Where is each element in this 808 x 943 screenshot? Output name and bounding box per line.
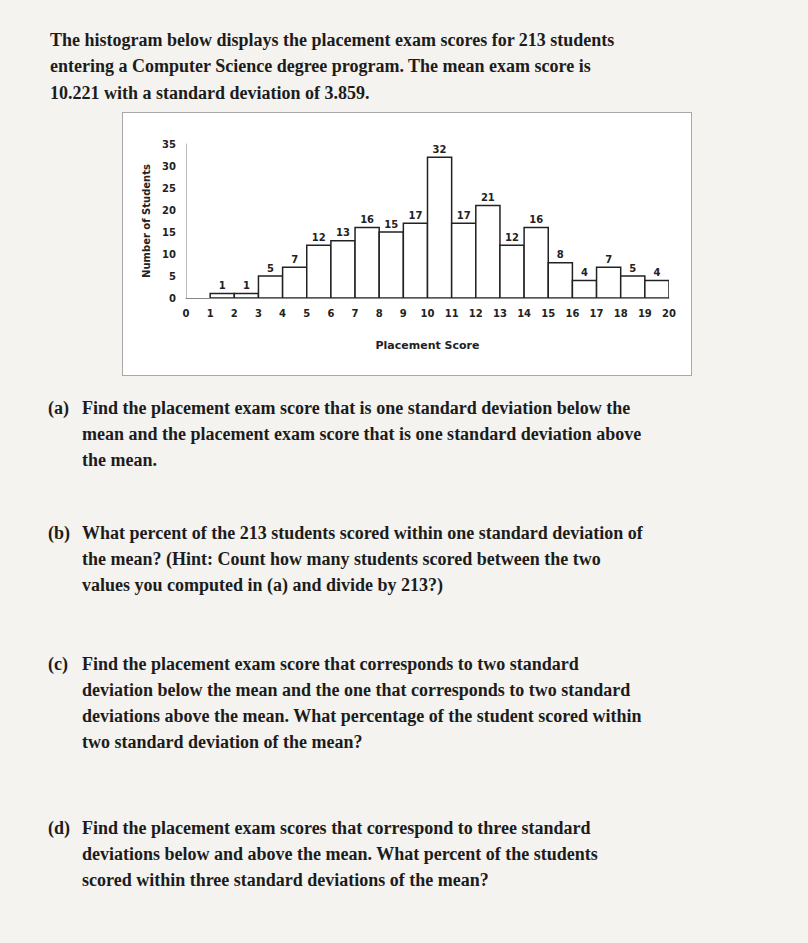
html-text:the mean? (Hint: Count how man: the mean? (Hint: Count how many students… [82, 549, 601, 569]
svg-text:21: 21 [481, 192, 495, 203]
html-text:What percent of the 213 studen: What percent of the 213 students scored … [82, 523, 643, 543]
svg-text:4: 4 [279, 308, 286, 319]
svg-text:11: 11 [445, 308, 459, 319]
html-text:deviations below and above the: deviations below and above the mean. Wha… [82, 844, 598, 864]
svg-text:5: 5 [303, 308, 310, 319]
svg-text:Placement Score: Placement Score [376, 339, 480, 352]
svg-text:3: 3 [255, 308, 262, 319]
svg-text:1: 1 [219, 280, 226, 291]
svg-text:6: 6 [327, 308, 334, 319]
svg-text:8: 8 [557, 249, 564, 260]
html-text:scored within three standard d: scored within three standard deviations … [82, 870, 489, 890]
html-text:10.221 with a standard deviati: 10.221 with a standard deviation of 3.85… [50, 83, 370, 103]
svg-text:16: 16 [360, 214, 374, 225]
svg-text:16: 16 [565, 308, 579, 319]
html-text:mean and the placement exam sc: mean and the placement exam score that i… [82, 424, 642, 444]
svg-text:13: 13 [336, 227, 350, 238]
svg-text:8: 8 [376, 308, 383, 319]
svg-text:16: 16 [529, 214, 543, 225]
svg-text:15: 15 [162, 227, 176, 238]
svg-text:30: 30 [162, 161, 176, 172]
svg-text:1: 1 [207, 308, 214, 319]
html-text:two standard deviation of the: two standard deviation of the mean? [82, 732, 363, 752]
svg-text:9: 9 [400, 308, 407, 319]
svg-text:0: 0 [169, 293, 176, 304]
svg-text:15: 15 [384, 219, 398, 230]
html-text:entering a Computer Science de: entering a Computer Science degree progr… [50, 56, 591, 76]
svg-text:10: 10 [421, 308, 435, 319]
html-text:(d): (d) [48, 818, 70, 838]
svg-text:17: 17 [590, 308, 604, 319]
svg-text:10: 10 [162, 249, 176, 260]
html-text:deviations above the mean. Wha: deviations above the mean. What percenta… [82, 706, 642, 726]
svg-text:5: 5 [629, 263, 636, 274]
html-text:(c): (c) [48, 654, 68, 674]
svg-text:13: 13 [493, 308, 507, 319]
svg-text:7: 7 [291, 254, 298, 265]
svg-text:7: 7 [352, 308, 359, 319]
svg-text:7: 7 [605, 254, 612, 265]
html-text:deviation below the mean and t: deviation below the mean and the one tha… [82, 680, 631, 700]
svg-text:18: 18 [614, 308, 628, 319]
svg-text:20: 20 [662, 308, 676, 319]
html-text:Find the placement exam score: Find the placement exam score that corre… [82, 654, 579, 674]
svg-text:15: 15 [541, 308, 555, 319]
svg-text:14: 14 [517, 308, 531, 319]
svg-text:25: 25 [162, 183, 176, 194]
svg-text:20: 20 [162, 205, 176, 216]
html-text:Find the placement exam scores: Find the placement exam scores that corr… [82, 818, 591, 838]
svg-text:4: 4 [653, 267, 660, 278]
svg-text:32: 32 [433, 144, 447, 155]
html-text:(b): (b) [48, 523, 70, 543]
svg-text:12: 12 [505, 232, 519, 243]
svg-text:5: 5 [267, 263, 274, 274]
svg-text:19: 19 [638, 308, 652, 319]
svg-text:Number of Students: Number of Students [141, 164, 152, 278]
svg-text:5: 5 [169, 271, 176, 282]
svg-text:1: 1 [243, 280, 250, 291]
html-text:the mean.: the mean. [82, 450, 157, 470]
svg-text:17: 17 [457, 210, 471, 221]
svg-text:12: 12 [312, 232, 326, 243]
svg-text:2: 2 [231, 308, 238, 319]
svg-text:17: 17 [408, 210, 422, 221]
svg-text:4: 4 [581, 267, 588, 278]
html-text:Find the placement exam score: Find the placement exam score that is on… [82, 398, 631, 418]
svg-text:35: 35 [162, 139, 176, 150]
html-text:The histogram below displays t: The histogram below displays the placeme… [50, 30, 615, 50]
html-text:values you computed in (a) and: values you computed in (a) and divide by… [82, 575, 444, 595]
html-text:(a): (a) [48, 398, 69, 418]
svg-text:12: 12 [469, 308, 483, 319]
svg-text:0: 0 [183, 308, 190, 319]
